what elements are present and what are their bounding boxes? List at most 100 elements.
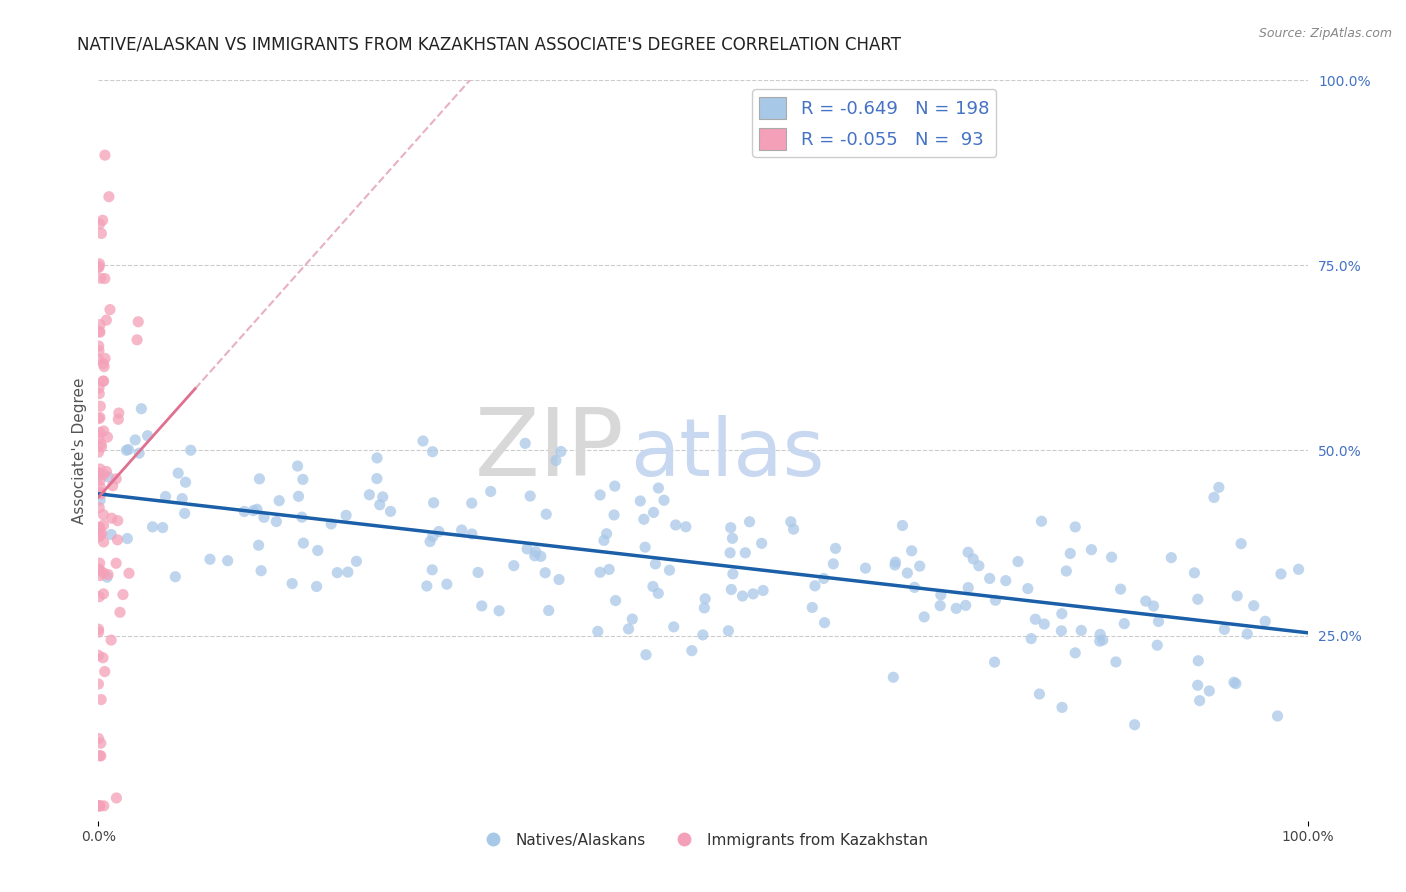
Point bbox=[100, 527, 122, 541]
Point bbox=[1088, 627, 1111, 641]
Point bbox=[979, 572, 1001, 586]
Point bbox=[734, 546, 756, 560]
Point bbox=[641, 580, 664, 594]
Point bbox=[647, 586, 669, 600]
Point bbox=[523, 549, 546, 563]
Point bbox=[155, 490, 177, 504]
Point bbox=[242, 503, 264, 517]
Point bbox=[692, 628, 714, 642]
Point bbox=[87, 520, 110, 534]
Point bbox=[912, 610, 935, 624]
Point bbox=[281, 576, 304, 591]
Point bbox=[89, 325, 111, 339]
Point bbox=[97, 567, 120, 582]
Point bbox=[731, 589, 754, 603]
Point bbox=[605, 593, 627, 607]
Point bbox=[87, 352, 110, 367]
Point bbox=[1230, 536, 1253, 550]
Point bbox=[929, 599, 952, 613]
Point bbox=[335, 508, 357, 523]
Point bbox=[779, 515, 801, 529]
Point bbox=[693, 600, 716, 615]
Point bbox=[467, 566, 489, 580]
Point bbox=[93, 665, 115, 679]
Point bbox=[1184, 566, 1206, 580]
Point bbox=[891, 518, 914, 533]
Point bbox=[96, 570, 118, 584]
Point bbox=[461, 527, 484, 541]
Point bbox=[1054, 564, 1077, 578]
Point bbox=[366, 450, 388, 465]
Point bbox=[884, 555, 907, 569]
Point bbox=[1208, 480, 1230, 494]
Point bbox=[291, 510, 314, 524]
Point bbox=[91, 650, 114, 665]
Point bbox=[87, 625, 110, 640]
Point bbox=[198, 552, 221, 566]
Point bbox=[1213, 623, 1236, 637]
Point bbox=[598, 562, 620, 576]
Point bbox=[634, 540, 657, 554]
Point bbox=[595, 526, 617, 541]
Point bbox=[994, 574, 1017, 588]
Point bbox=[93, 566, 115, 580]
Point bbox=[89, 260, 111, 274]
Point bbox=[87, 343, 110, 358]
Point bbox=[136, 429, 159, 443]
Point bbox=[603, 508, 626, 522]
Point bbox=[1187, 654, 1209, 668]
Point bbox=[93, 359, 115, 374]
Point bbox=[89, 563, 111, 577]
Point bbox=[752, 583, 775, 598]
Point bbox=[91, 213, 114, 227]
Point bbox=[89, 530, 111, 544]
Point bbox=[471, 599, 494, 613]
Point bbox=[681, 643, 703, 657]
Point bbox=[967, 558, 990, 573]
Point bbox=[87, 381, 110, 395]
Point bbox=[804, 579, 827, 593]
Point bbox=[124, 433, 146, 447]
Point bbox=[93, 467, 115, 482]
Point bbox=[1146, 638, 1168, 652]
Point bbox=[93, 508, 115, 522]
Point bbox=[1225, 676, 1247, 690]
Point bbox=[307, 543, 329, 558]
Point bbox=[141, 520, 163, 534]
Point bbox=[720, 582, 742, 597]
Point bbox=[1123, 717, 1146, 731]
Point bbox=[516, 541, 538, 556]
Point bbox=[633, 512, 655, 526]
Point bbox=[90, 437, 112, 451]
Point bbox=[643, 505, 665, 519]
Point bbox=[87, 648, 110, 663]
Point bbox=[107, 412, 129, 426]
Point bbox=[89, 520, 111, 534]
Point bbox=[721, 531, 744, 545]
Point bbox=[287, 489, 309, 503]
Point bbox=[93, 518, 115, 533]
Point bbox=[269, 493, 291, 508]
Point bbox=[782, 522, 804, 536]
Point bbox=[87, 411, 110, 425]
Point bbox=[111, 588, 134, 602]
Point bbox=[89, 798, 111, 813]
Point bbox=[1080, 542, 1102, 557]
Point bbox=[368, 498, 391, 512]
Point bbox=[108, 406, 131, 420]
Point bbox=[813, 571, 835, 585]
Point bbox=[1017, 582, 1039, 596]
Point bbox=[90, 736, 112, 750]
Point bbox=[366, 472, 388, 486]
Point bbox=[87, 798, 110, 813]
Point bbox=[87, 260, 110, 275]
Point bbox=[174, 475, 197, 490]
Point bbox=[233, 504, 256, 518]
Point bbox=[1270, 566, 1292, 581]
Text: ZIP: ZIP bbox=[475, 404, 624, 497]
Point bbox=[884, 558, 907, 572]
Point bbox=[544, 453, 567, 467]
Point bbox=[1202, 491, 1225, 505]
Point bbox=[1223, 675, 1246, 690]
Point bbox=[217, 554, 239, 568]
